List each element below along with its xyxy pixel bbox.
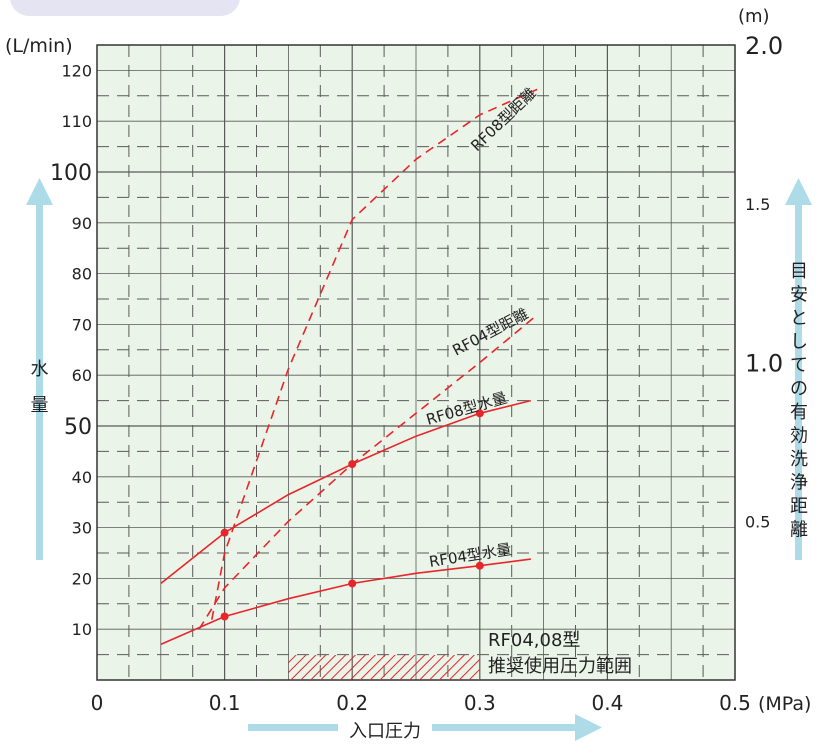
x-tick-label: 0.2 <box>336 691 368 715</box>
y-left-tick-label: 80 <box>72 265 92 284</box>
y-right-axis-title-char: 目 <box>790 261 808 282</box>
y-left-tick-label: 100 <box>50 161 92 186</box>
x-tick-label: 0.1 <box>209 691 241 715</box>
series-4-point-2 <box>348 579 357 588</box>
y-left-tick-label: 50 <box>64 415 92 440</box>
y-right-unit: (m) <box>738 6 770 27</box>
y-right-arrow-head <box>785 178 812 205</box>
y-right-axis-title-char: て <box>790 355 808 376</box>
recommended-range-hatch <box>288 655 480 680</box>
y-left-tick-label: 70 <box>72 315 92 334</box>
y-right-tick-label: 0.5 <box>745 512 770 531</box>
y-right-tick-label: 1.5 <box>745 195 770 214</box>
series-3-point-3 <box>475 409 484 418</box>
y-right-axis-title-char: 有 <box>790 402 808 423</box>
y-right-tick-label: 2.0 <box>745 32 783 60</box>
series-4-point-1 <box>220 612 229 621</box>
y-right-axis-title-char: 安 <box>790 285 808 306</box>
x-unit: (MPa) <box>758 693 811 715</box>
y-right-axis-title-char: と <box>790 308 808 329</box>
y-left-tick-label: 90 <box>72 214 92 233</box>
y-left-tick-label: 20 <box>72 569 92 588</box>
header-pill <box>10 0 240 16</box>
x-tick-label: 0.3 <box>464 691 496 715</box>
series-4-point-3 <box>475 561 484 570</box>
y-right-axis-title-char: 洗 <box>790 449 808 470</box>
range-label-line1: RF04,08型 <box>488 630 580 651</box>
y-left-arrow-shaft <box>36 200 43 560</box>
y-right-axis-title-char: 浄 <box>790 473 808 494</box>
series-3-point-2 <box>348 460 357 469</box>
y-right-axis-title-char: し <box>790 332 808 353</box>
y-right-arrow-shaft <box>795 200 802 560</box>
y-left-tick-label: 30 <box>72 519 92 538</box>
x-arrow-head <box>575 714 602 741</box>
y-left-tick-label: 60 <box>72 366 92 385</box>
series-line-1 <box>211 88 538 620</box>
y-right-axis-title-char: 距 <box>790 496 808 517</box>
series-3-point-1 <box>220 528 229 537</box>
x-tick-label: 0.4 <box>591 691 623 715</box>
x-tick-label: 0 <box>91 691 104 715</box>
y-right-axis-title-char: 効 <box>790 426 808 447</box>
y-right-tick-label: 1.0 <box>745 350 783 378</box>
y-right-axis-title-char: 離 <box>790 520 808 541</box>
y-left-unit: (L/min) <box>5 35 73 57</box>
y-left-tick-label: 120 <box>61 61 92 80</box>
x-tick-label: 0.5 <box>719 691 751 715</box>
y-left-axis-title-char: 量 <box>31 395 49 416</box>
y-left-tick-label: 10 <box>72 620 92 639</box>
y-left-arrow-head <box>26 178 53 205</box>
x-axis-title: 入口圧力 <box>349 721 421 742</box>
y-left-axis-title-char: 水 <box>31 359 49 380</box>
y-right-axis-title-char: の <box>790 379 808 400</box>
range-label-line2: 推奨使用圧力範囲 <box>488 656 632 677</box>
y-left-tick-label: 40 <box>72 468 92 487</box>
x-axis-title-bg <box>338 713 432 741</box>
y-left-tick-label: 110 <box>61 112 92 131</box>
